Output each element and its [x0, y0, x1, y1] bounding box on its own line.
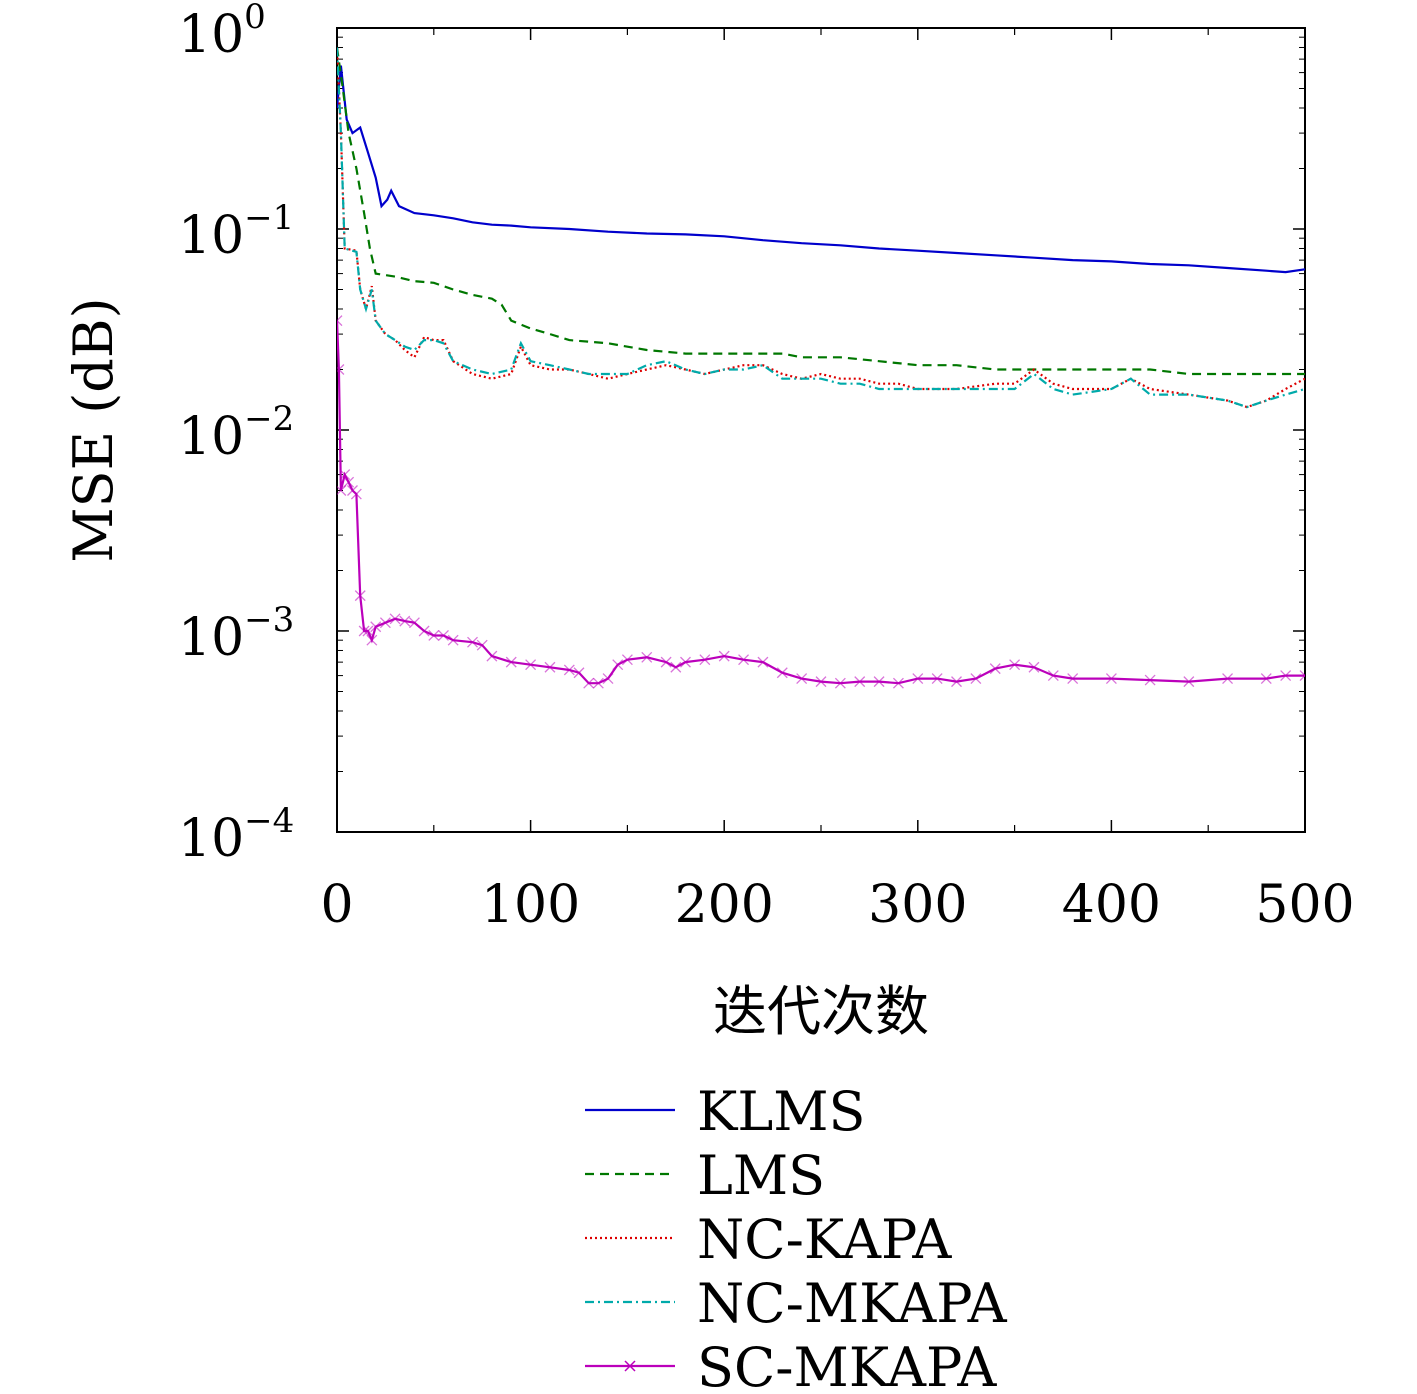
legend-label-nc-kapa: NC-KAPA — [697, 1208, 952, 1271]
marker-sc-mkapa — [660, 656, 672, 668]
marker-sc-mkapa — [337, 315, 343, 327]
x-tick-label-5: 500 — [1255, 875, 1354, 935]
marker-sc-mkapa — [1260, 673, 1272, 685]
legend-label-klms: KLMS — [697, 1080, 866, 1143]
series-line-nc-mkapa — [337, 47, 1305, 409]
marker-sc-mkapa — [486, 650, 498, 662]
series-lines — [337, 47, 1305, 689]
marker-sc-mkapa — [718, 650, 730, 662]
marker-sc-mkapa — [1183, 676, 1195, 688]
marker-sc-mkapa — [1105, 673, 1117, 685]
marker-sc-mkapa — [1280, 670, 1292, 682]
plot-frame — [336, 27, 1306, 833]
marker-sc-mkapa — [343, 476, 355, 488]
marker-sc-mkapa — [505, 656, 517, 668]
marker-sc-mkapa — [389, 613, 401, 625]
marker-sc-mkapa — [931, 673, 943, 685]
marker-sc-mkapa — [428, 630, 440, 641]
marker-sc-mkapa — [438, 630, 449, 641]
marker-sc-mkapa — [379, 617, 391, 629]
marker-sc-mkapa — [358, 625, 370, 637]
series-line-klms — [337, 65, 1305, 274]
marker-sc-mkapa — [776, 667, 788, 679]
marker-sc-mkapa — [1009, 659, 1021, 671]
marker-sc-mkapa — [525, 659, 537, 671]
series-line-lms — [337, 47, 1305, 376]
x-tick-label-4: 400 — [1062, 875, 1161, 935]
marker-sc-mkapa — [989, 663, 1001, 675]
marker-sc-mkapa — [592, 677, 604, 689]
marker-sc-mkapa — [970, 673, 982, 685]
marker-sc-mkapa — [738, 654, 750, 666]
y-tick-labels: 10−4 10−3 10−2 10−1 100 — [178, 0, 294, 869]
marker-sc-mkapa — [670, 661, 682, 673]
marker-sc-mkapa — [641, 651, 653, 663]
marker-sc-mkapa — [815, 676, 827, 688]
x-tick-label-3: 300 — [868, 875, 967, 935]
marker-sc-mkapa — [573, 667, 585, 679]
marker-sc-mkapa — [1299, 670, 1305, 682]
marker-sc-mkapa — [602, 673, 614, 685]
marker-sc-mkapa — [612, 659, 624, 671]
marker-sc-mkapa — [1144, 674, 1156, 686]
marker-sc-mkapa — [362, 625, 374, 637]
series-line-sc-mkapa — [337, 320, 1305, 685]
marker-sc-mkapa — [1047, 670, 1059, 682]
y-tick-label-2: 10−2 — [178, 399, 294, 467]
y-axis-label: MSE (dB) — [62, 297, 125, 562]
x-axis-label: 迭代次数 — [713, 980, 929, 1043]
marker-sc-mkapa — [583, 677, 595, 689]
legend-label-sc-mkapa: SC-MKAPA — [697, 1336, 997, 1394]
marker-sc-mkapa — [892, 677, 904, 689]
x-tick-label-0: 0 — [320, 875, 353, 935]
marker-sc-mkapa — [399, 615, 411, 627]
marker-sc-mkapa — [796, 673, 808, 685]
series-line-nc-kapa — [337, 47, 1305, 409]
marker-sc-mkapa — [544, 661, 556, 673]
marker-sc-mkapa — [339, 469, 351, 481]
marker-sc-mkapa — [408, 617, 420, 629]
marker-sc-mkapa — [354, 590, 366, 602]
marker-sc-mkapa — [418, 625, 430, 637]
y-tick-label-1: 10−3 — [178, 600, 294, 668]
marker-sc-mkapa — [337, 364, 345, 375]
x-tick-label-1: 100 — [481, 875, 580, 935]
marker-sc-mkapa — [563, 664, 575, 676]
marker-sc-mkapa — [1028, 661, 1040, 673]
y-tick-label-4: 100 — [178, 0, 266, 65]
legend-marker-sc-mkapa — [624, 1360, 636, 1372]
marker-sc-mkapa — [447, 634, 459, 646]
marker-sc-mkapa — [370, 621, 382, 633]
marker-sc-mkapa — [621, 654, 633, 666]
marker-sc-mkapa — [680, 656, 691, 668]
x-tick-label-2: 200 — [675, 875, 774, 935]
marker-sc-mkapa — [854, 676, 866, 688]
marker-sc-mkapa — [834, 677, 846, 689]
marker-sc-mkapa — [699, 654, 711, 666]
marker-sc-mkapa — [467, 636, 478, 648]
marker-sc-mkapa — [476, 639, 488, 651]
marker-sc-mkapa — [757, 656, 769, 668]
marker-sc-mkapa — [873, 676, 885, 688]
legend-label-nc-mkapa: NC-MKAPA — [697, 1272, 1008, 1335]
y-tick-label-3: 10−1 — [178, 198, 294, 266]
marker-sc-mkapa — [951, 676, 962, 688]
legend-label-lms: LMS — [697, 1144, 825, 1207]
x-tick-labels: 0 100 200 300 400 500 — [320, 875, 1354, 935]
marker-sc-mkapa — [1222, 673, 1234, 685]
marker-sc-mkapa — [1067, 673, 1079, 685]
marker-sc-mkapa — [912, 673, 924, 685]
marker-sc-mkapa — [350, 488, 362, 500]
axis-ticks — [336, 27, 1306, 833]
y-tick-label-0: 10−4 — [178, 801, 294, 869]
marker-sc-mkapa — [366, 634, 378, 646]
